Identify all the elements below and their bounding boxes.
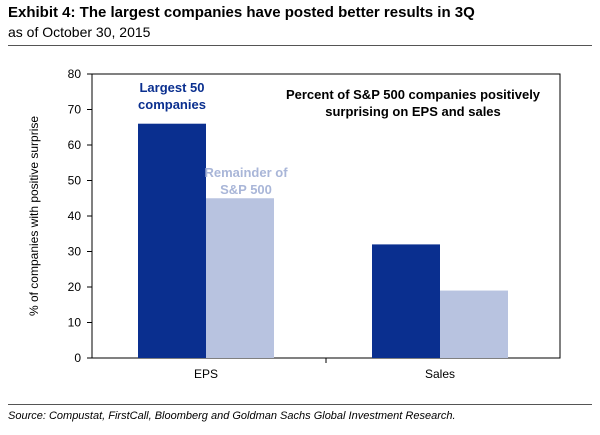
series-label-largest-50: companies: [138, 97, 206, 112]
top-divider: [8, 45, 592, 46]
chart-title: Exhibit 4: The largest companies have po…: [8, 4, 475, 21]
bar-remainder-sales: [440, 290, 508, 358]
chart-annotation: surprising on EPS and sales: [325, 104, 501, 119]
bar-largest-50-eps: [138, 123, 206, 358]
series-label-remainder: Remainder of: [204, 165, 288, 180]
y-tick-label: 20: [68, 280, 82, 294]
y-tick-label: 10: [68, 316, 82, 330]
source-note: Source: Compustat, FirstCall, Bloomberg …: [8, 410, 456, 422]
y-axis-label: % of companies with positive surprise: [27, 116, 41, 316]
bar-remainder-eps: [206, 198, 274, 358]
bottom-divider: [8, 404, 592, 405]
chart-subtitle: as of October 30, 2015: [8, 24, 151, 40]
chart-annotation: Percent of S&P 500 companies positively: [286, 87, 541, 102]
x-tick-label: EPS: [194, 367, 218, 381]
y-tick-label: 0: [74, 351, 81, 365]
y-tick-label: 30: [68, 245, 82, 259]
y-tick-label: 50: [68, 174, 82, 188]
x-tick-label: Sales: [425, 367, 455, 381]
y-tick-label: 80: [68, 67, 82, 81]
series-label-remainder: S&P 500: [220, 182, 272, 197]
bar-largest-50-sales: [372, 244, 440, 358]
y-tick-label: 70: [68, 103, 82, 117]
series-label-largest-50: Largest 50: [139, 80, 204, 95]
y-tick-label: 60: [68, 138, 82, 152]
y-tick-label: 40: [68, 209, 82, 223]
